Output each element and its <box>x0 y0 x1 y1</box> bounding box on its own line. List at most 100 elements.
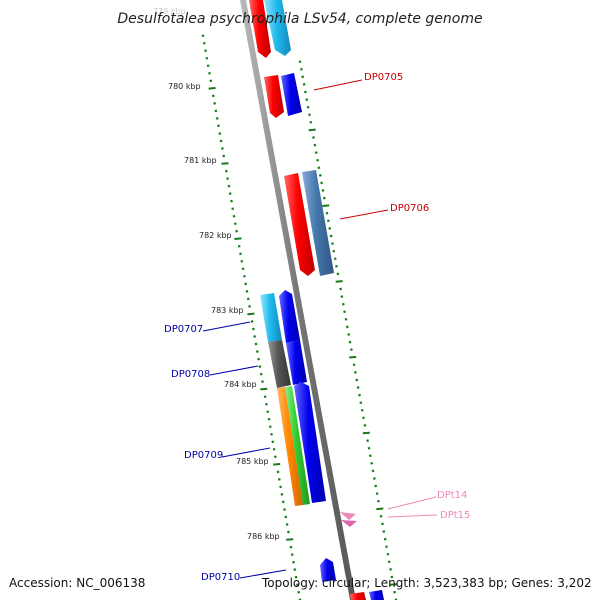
right-tick <box>356 386 360 389</box>
left-tick <box>240 259 244 263</box>
right-tick <box>379 514 383 518</box>
left-tick <box>234 237 242 240</box>
feature-blue-dp0710 <box>320 558 336 582</box>
leader-dp0706 <box>339 209 389 220</box>
left-tick <box>235 229 238 233</box>
gene-label-dp0708[interactable]: DP0708 <box>171 369 210 380</box>
right-tick <box>335 280 343 283</box>
gene-label-dp0707[interactable]: DP0707 <box>164 324 203 335</box>
ruler-label-784: 784 kbp <box>224 380 257 389</box>
feature-blue-dp0705 <box>281 73 302 116</box>
left-tick <box>213 102 216 105</box>
right-tick <box>355 378 359 382</box>
right-tick <box>360 408 364 412</box>
left-tick <box>227 184 231 188</box>
ruler-label-780: 780 kbp <box>168 82 201 91</box>
feature-blue-dp0708 <box>286 340 307 385</box>
left-tick <box>255 350 259 353</box>
right-tick <box>347 333 351 336</box>
left-tick <box>289 545 293 549</box>
right-tick <box>362 416 365 420</box>
right-tick <box>389 568 392 571</box>
left-tick <box>292 560 295 564</box>
left-tick <box>253 335 257 338</box>
left-tick <box>271 440 275 444</box>
gene-labels: DP0705 DP0706 DP0707 DP0708 DP0709 DP071… <box>164 72 470 583</box>
gene-label-dpt14[interactable]: DPt14 <box>437 490 467 501</box>
left-tick <box>239 252 242 256</box>
right-tick <box>362 431 370 435</box>
feature-cyan-top <box>264 0 291 56</box>
left-tick <box>206 64 210 68</box>
right-tick <box>358 393 361 397</box>
left-tick <box>260 387 268 391</box>
right-tick <box>345 325 349 329</box>
left-tick <box>226 177 229 180</box>
left-tick <box>233 222 237 226</box>
feature-red-bottom <box>350 592 366 600</box>
right-tick <box>377 499 380 503</box>
left-tick <box>214 109 218 113</box>
left-tick <box>252 327 255 331</box>
ruler-labels: 779 kbp 780 kbp 781 kbp 782 kbp 783 kbp … <box>153 7 280 541</box>
left-tick <box>268 425 272 429</box>
left-tick <box>257 357 260 361</box>
right-tick <box>381 522 384 526</box>
leader-dp0707 <box>202 321 251 332</box>
ruler-label-781: 781 kbp <box>184 156 217 165</box>
left-tick <box>276 470 280 474</box>
gene-label-dp0706[interactable]: DP0706 <box>390 203 429 214</box>
gene-label-dpt15[interactable]: DPt15 <box>440 510 470 521</box>
ruler-label-785: 785 kbp <box>236 457 269 466</box>
right-tick <box>312 136 315 139</box>
right-tick <box>339 287 342 291</box>
left-tick <box>283 508 286 511</box>
leader-dpt14 <box>387 496 437 510</box>
feature-red-top <box>249 0 271 58</box>
genome-backbone <box>240 0 356 600</box>
feature-green-dp0709 <box>285 386 310 505</box>
right-tick <box>366 439 369 442</box>
left-tick <box>285 523 289 526</box>
left-tick <box>208 87 216 90</box>
feature-trna-dpt14 <box>340 512 356 520</box>
right-tick <box>313 143 317 147</box>
left-tick <box>254 342 258 346</box>
right-tick <box>316 158 319 162</box>
ruler-label-782: 782 kbp <box>199 231 232 240</box>
right-tick <box>328 227 332 230</box>
left-tick <box>250 320 254 323</box>
left-tick <box>296 583 299 587</box>
left-tick <box>215 117 219 120</box>
label-leaders <box>202 79 438 579</box>
left-tick <box>246 297 250 301</box>
right-tick <box>363 424 367 427</box>
gene-label-dp0710[interactable]: DP0710 <box>201 572 240 583</box>
right-tick <box>359 401 363 405</box>
right-tick <box>373 477 376 480</box>
feature-steel-dp0706 <box>302 170 334 276</box>
feature-blue-bottom <box>369 590 384 600</box>
right-tick <box>382 530 386 533</box>
topology-text: Topology: circular; Length: 3,523,383 bp… <box>261 576 592 590</box>
left-tick <box>259 372 263 376</box>
leader-dpt15 <box>387 514 438 518</box>
left-tick <box>201 34 205 38</box>
left-tick <box>272 447 276 451</box>
left-tick <box>204 49 207 53</box>
right-tick <box>386 552 390 556</box>
right-tick <box>300 67 303 71</box>
left-tick <box>280 493 284 496</box>
right-tick <box>367 446 371 450</box>
left-tick <box>241 267 245 271</box>
feature-cyan-dp0707 <box>260 293 282 342</box>
gene-label-dp0709[interactable]: DP0709 <box>184 450 223 461</box>
left-tick <box>261 380 264 383</box>
right-tick <box>374 484 378 488</box>
right-tick <box>390 575 394 579</box>
right-tick <box>321 189 325 192</box>
gene-label-dp0705[interactable]: DP0705 <box>364 72 403 83</box>
right-tick <box>368 454 372 458</box>
left-tick <box>205 56 209 60</box>
right-tick <box>340 295 344 298</box>
